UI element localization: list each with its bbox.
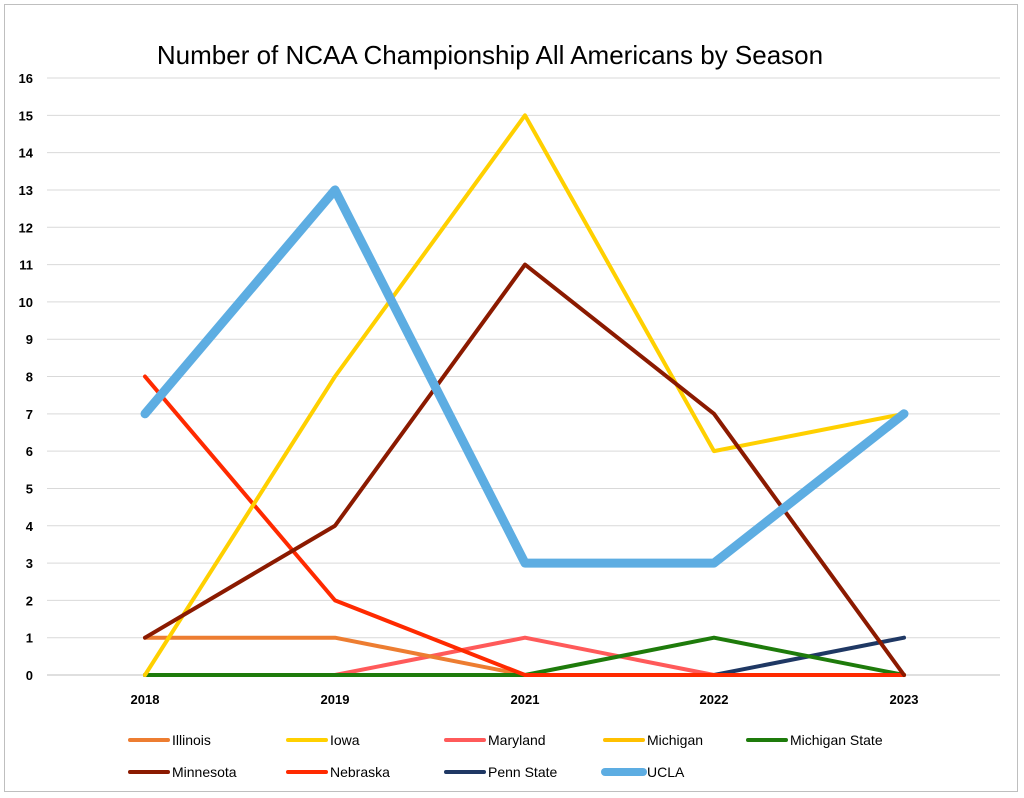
x-tick-label: 2021 xyxy=(511,692,540,707)
series-line-iowa xyxy=(143,113,906,677)
y-tick-label: 2 xyxy=(26,593,33,608)
legend-label-iowa: Iowa xyxy=(330,732,360,748)
y-tick-label: 12 xyxy=(19,220,33,235)
series-line-ucla xyxy=(140,185,909,568)
legend-label-michigan: Michigan xyxy=(647,732,703,748)
y-tick-label: 10 xyxy=(19,295,33,310)
legend-label-illinois: Illinois xyxy=(172,732,211,748)
series-lines xyxy=(140,113,909,677)
y-tick-label: 7 xyxy=(26,407,33,422)
legend-label-maryland: Maryland xyxy=(488,732,546,748)
legend-label-michigan-state: Michigan State xyxy=(790,732,883,748)
legend-label-minnesota: Minnesota xyxy=(172,764,237,780)
legend-label-ucla: UCLA xyxy=(647,764,685,780)
x-tick-label: 2018 xyxy=(131,692,160,707)
series-line-michigan-state xyxy=(143,635,906,677)
y-tick-label: 11 xyxy=(19,258,33,273)
y-tick-label: 3 xyxy=(26,556,33,571)
y-tick-label: 13 xyxy=(19,183,33,198)
y-tick-label: 14 xyxy=(19,146,34,161)
y-tick-label: 5 xyxy=(26,481,33,496)
x-tick-label: 2022 xyxy=(700,692,729,707)
gridlines xyxy=(47,77,1000,676)
series-line-minnesota xyxy=(143,262,906,677)
y-tick-label: 1 xyxy=(26,631,33,646)
legend-label-nebraska: Nebraska xyxy=(330,764,390,780)
chart-title: Number of NCAA Championship All American… xyxy=(157,40,823,70)
y-tick-label: 9 xyxy=(26,332,33,347)
y-tick-label: 0 xyxy=(26,668,33,683)
y-tick-label: 16 xyxy=(19,71,33,86)
series-line-maryland xyxy=(143,635,906,677)
y-tick-label: 4 xyxy=(26,519,34,534)
y-tick-label: 8 xyxy=(26,370,33,385)
series-line-nebraska xyxy=(143,374,906,677)
y-tick-label: 6 xyxy=(26,444,33,459)
legend-label-penn-state: Penn State xyxy=(488,764,557,780)
series-line-penn-state xyxy=(143,635,906,677)
x-tick-label: 2023 xyxy=(890,692,919,707)
series-line-illinois xyxy=(143,635,906,677)
legend: Illinois Iowa Maryland Michigan Michigan Sta… xyxy=(128,732,883,780)
x-tick-label: 2019 xyxy=(321,692,350,707)
x-axis-ticks: 2018 2019 2021 2022 2023 xyxy=(131,692,919,707)
y-tick-label: 15 xyxy=(19,108,33,123)
